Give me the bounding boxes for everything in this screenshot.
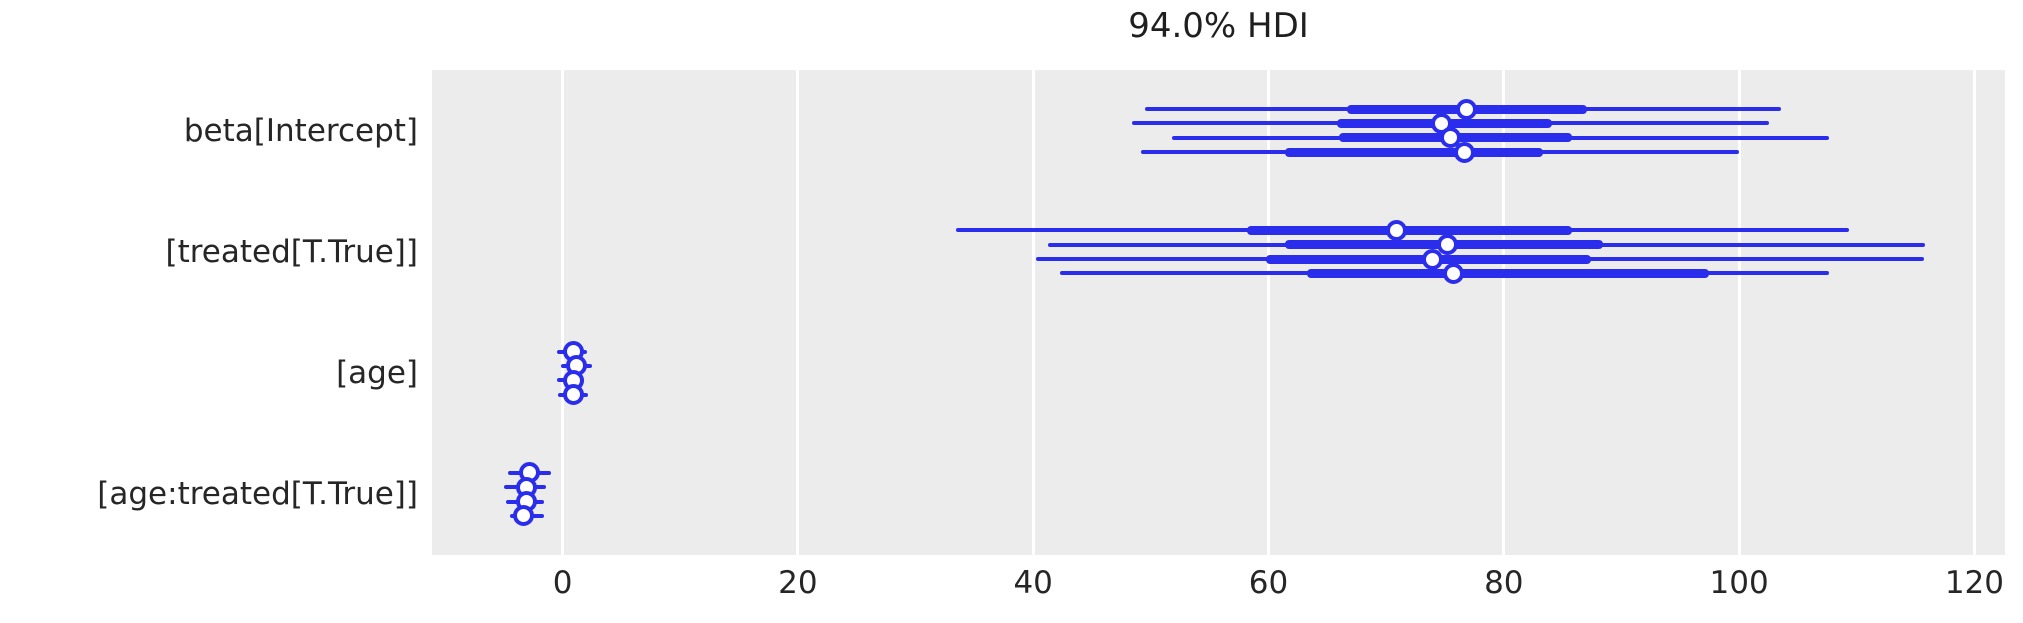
gridline <box>561 70 565 555</box>
y-axis-label: [age:treated[T.True]] <box>97 476 418 513</box>
x-tick-label: 20 <box>778 565 818 601</box>
x-tick-label: 100 <box>1709 565 1769 601</box>
x-tick-label: 0 <box>552 565 573 601</box>
x-tick-label: 40 <box>1013 565 1053 601</box>
median-dot <box>1454 141 1476 163</box>
median-dot <box>562 384 584 406</box>
y-axis-label: [treated[T.True]] <box>165 233 418 270</box>
gridline <box>1737 70 1741 555</box>
median-dot <box>1440 127 1462 149</box>
chart-title: 94.0% HDI <box>1128 6 1309 46</box>
median-dot <box>1386 219 1408 241</box>
x-tick-label: 120 <box>1944 565 2004 601</box>
quartile-range-bar <box>1284 147 1543 157</box>
gridline <box>1502 70 1506 555</box>
x-tick-label: 60 <box>1248 565 1289 601</box>
gridline <box>1972 70 1976 555</box>
median-dot <box>1436 234 1458 256</box>
gridline <box>1031 70 1035 555</box>
quartile-range-bar <box>1247 225 1573 235</box>
median-dot <box>513 505 535 527</box>
y-axis-label: [age] <box>336 355 418 392</box>
median-dot <box>1442 262 1464 284</box>
y-axis-label: beta[Intercept] <box>183 112 418 149</box>
median-dot <box>1455 98 1477 120</box>
quartile-range-bar <box>1307 268 1709 278</box>
median-dot <box>1421 248 1443 270</box>
gridline <box>1267 70 1270 555</box>
x-tick-label: 80 <box>1484 565 1524 601</box>
plot-area <box>432 70 2005 555</box>
gridline <box>796 70 800 555</box>
